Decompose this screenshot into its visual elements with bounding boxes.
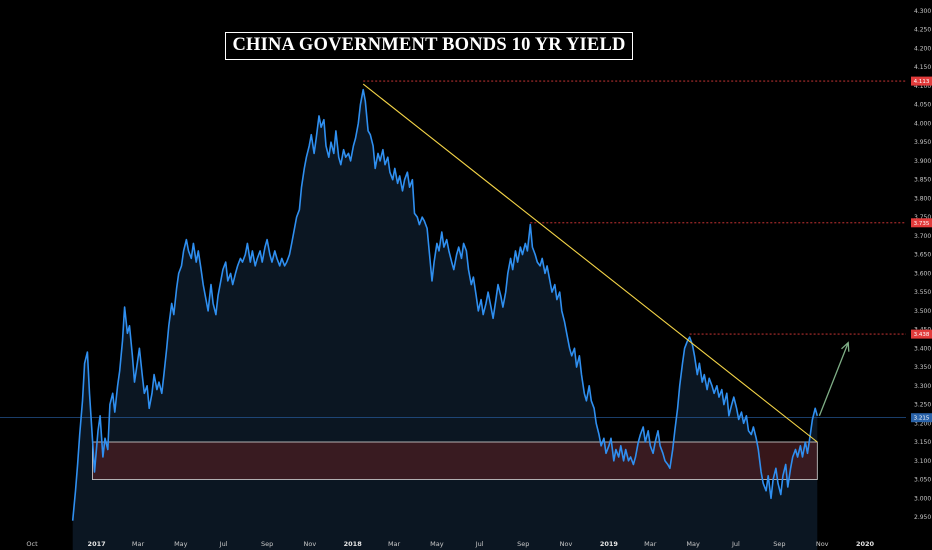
x-tick-label: 2019: [600, 540, 619, 548]
price-label-text: 3.215: [914, 416, 930, 422]
yield-price-line: [71, 88, 819, 521]
y-tick-label: 3.600: [914, 270, 931, 277]
y-tick-label: 3.200: [914, 420, 931, 427]
y-tick-label: 3.050: [914, 477, 931, 484]
projection-arrow-head: [841, 341, 850, 352]
x-tick-label: May: [430, 540, 444, 548]
y-tick-label: 3.100: [914, 458, 931, 465]
annotation-layer: [362, 83, 850, 443]
price-label-text: 4.113: [914, 79, 930, 85]
x-tick-label: May: [174, 540, 188, 548]
y-tick-label: 4.050: [914, 102, 931, 109]
projection-arrow-shaft: [818, 342, 849, 417]
chart-title: CHINA GOVERNMENT BONDS 10 YR YIELD: [225, 32, 633, 60]
price-labels: 4.113 3.735 3.438 3.215: [911, 76, 932, 423]
y-tick-label: 3.800: [914, 195, 931, 202]
x-tick-label: Mar: [132, 540, 145, 548]
price-label-text: 3.438: [914, 332, 930, 338]
price-label-box: [911, 329, 932, 339]
price-label-text: 3.735: [914, 221, 930, 227]
support-zone-layer: [92, 441, 818, 480]
y-tick-label: 3.300: [914, 383, 931, 390]
x-tick-label: 2018: [344, 540, 363, 548]
y-tick-label: 3.550: [914, 289, 931, 296]
y-tick-label: 3.500: [914, 308, 931, 315]
y-tick-label: 2.950: [914, 514, 931, 521]
time-axis[interactable]: Oct 2017 Mar May Jul Sep Nov 2018 Mar May Jul Sep No…: [26, 540, 874, 548]
y-tick-label: 3.250: [914, 402, 931, 409]
y-tick-label: 3.000: [914, 495, 931, 502]
x-tick-label: Nov: [816, 540, 829, 548]
y-tick-label: 3.700: [914, 233, 931, 240]
descending-trendline: [362, 83, 818, 443]
y-tick-label: 4.150: [914, 64, 931, 71]
y-tick-label: 3.650: [914, 252, 931, 259]
x-tick-label: 2020: [856, 540, 875, 548]
x-tick-label: Sep: [773, 540, 785, 548]
support-zone-box: [92, 441, 818, 480]
resistance-levels-layer: [0, 80, 906, 419]
x-tick-label: Nov: [560, 540, 573, 548]
x-tick-label: Jul: [475, 540, 484, 548]
y-tick-label: 4.000: [914, 120, 931, 127]
y-tick-label: 3.350: [914, 364, 931, 371]
y-tick-label: 3.900: [914, 158, 931, 165]
x-tick-label: Mar: [644, 540, 657, 548]
price-line-layer: [71, 88, 819, 521]
price-label-box: [911, 76, 932, 86]
x-tick-label: Nov: [304, 540, 317, 548]
price-area-fill: [72, 89, 818, 550]
y-tick-label: 4.250: [914, 27, 931, 34]
x-tick-label: Sep: [261, 540, 273, 548]
x-tick-label: Jul: [731, 540, 740, 548]
x-tick-label: Sep: [517, 540, 529, 548]
price-label-box: [911, 218, 932, 228]
y-tick-label: 3.850: [914, 177, 931, 184]
x-tick-label: May: [686, 540, 700, 548]
y-tick-label: 3.150: [914, 439, 931, 446]
y-tick-label: 3.400: [914, 345, 931, 352]
x-tick-label: Oct: [26, 540, 38, 548]
y-tick-label: 4.300: [914, 8, 931, 15]
area-fill-layer: [72, 89, 818, 550]
y-tick-label: 3.750: [914, 214, 931, 221]
y-tick-label: 4.200: [914, 46, 931, 53]
x-tick-label: Jul: [219, 540, 228, 548]
price-label-box: [911, 413, 932, 423]
y-tick-label: 4.100: [914, 83, 931, 90]
x-tick-label: 2017: [88, 540, 106, 548]
y-tick-label: 3.950: [914, 139, 931, 146]
x-tick-label: Mar: [388, 540, 401, 548]
